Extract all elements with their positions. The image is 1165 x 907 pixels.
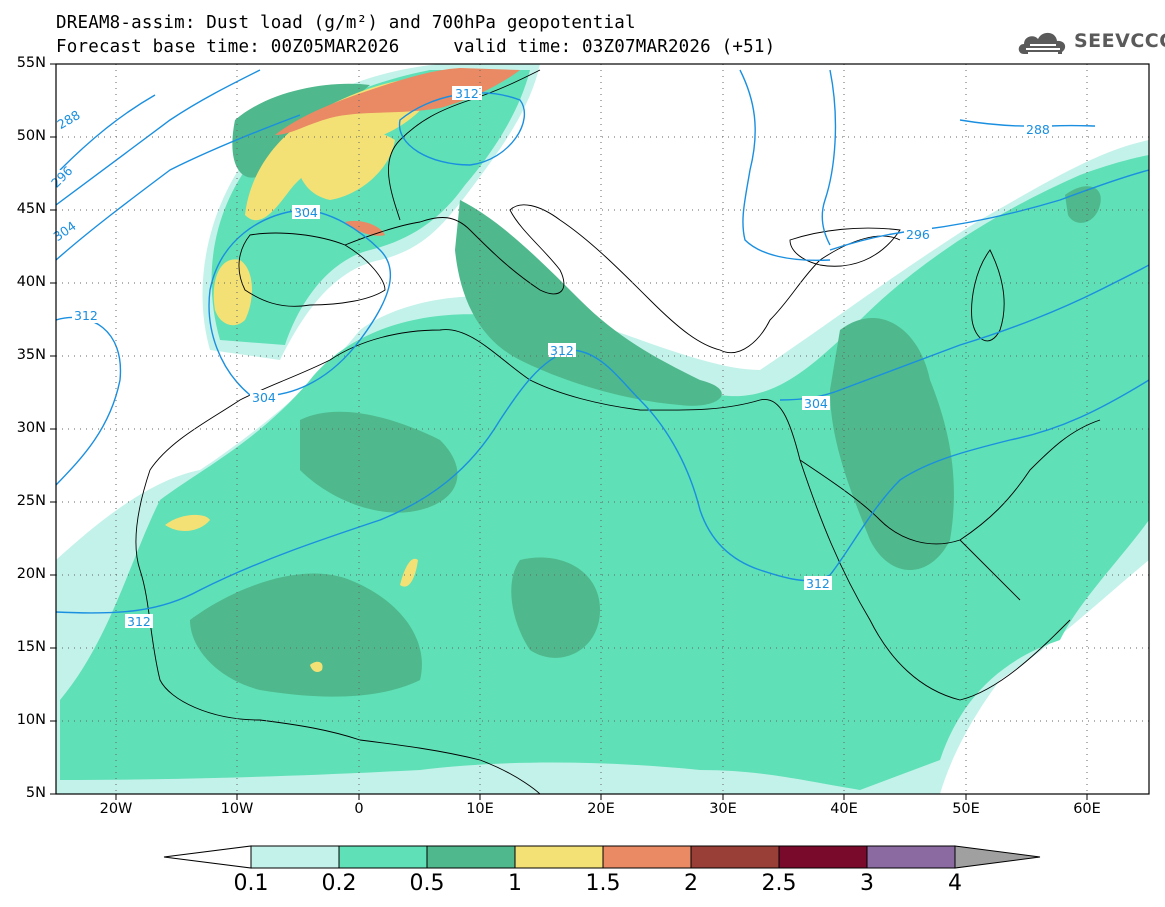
graticule <box>56 64 1149 794</box>
map-title: DREAM8-assim: Dust load (g/m²) and 700hP… <box>56 13 636 33</box>
coastlines <box>135 69 1101 794</box>
lat-label-50n: 50N <box>16 128 46 144</box>
colorbar-label-2.5: 2.5 <box>761 871 797 896</box>
colorbar-bin-4 <box>602 845 692 869</box>
colorbar-over-arrow <box>954 845 1041 869</box>
contour-label-304-west: 304 <box>51 218 79 244</box>
lat-label-25n: 25N <box>16 493 46 509</box>
lon-label-10w: 10W <box>220 801 254 817</box>
forecast-times: Forecast base time: 00Z05MAR2026 valid t… <box>56 37 776 57</box>
contour-label-288-east: 288 <box>1026 122 1050 137</box>
coastline-caspian <box>971 249 1005 342</box>
lat-label-15n: 15N <box>16 639 46 655</box>
lon-label-10e: 10E <box>466 801 494 817</box>
contour-296-vertical <box>739 69 831 262</box>
lat-label-55n: 55N <box>16 55 46 71</box>
contour-label-296-east: 296 <box>906 227 930 242</box>
lon-label-60e: 60E <box>1073 801 1101 817</box>
dust-level-0.5-d <box>830 318 954 570</box>
colorbar-label-1: 1 <box>508 871 522 896</box>
colorbar-bin-6 <box>778 845 868 869</box>
contour-label-304-levant: 304 <box>804 396 828 411</box>
dust-level-1-france <box>296 126 395 200</box>
contour-296-west <box>56 69 261 206</box>
lon-label-20w: 20W <box>99 801 133 817</box>
lat-label-45n: 45N <box>16 201 46 217</box>
contour-312-vertical <box>821 69 837 246</box>
lat-label-20n: 20N <box>16 566 46 582</box>
contour-label-312-west: 312 <box>74 308 98 323</box>
colorbar-under-arrow <box>163 845 252 869</box>
contour-296-east <box>829 169 1149 251</box>
colorbar-bin-3 <box>514 845 604 869</box>
contour-304-east <box>779 264 1149 401</box>
dust-level-1-sahel <box>310 661 323 673</box>
colorbar-bin-7 <box>866 845 956 869</box>
dust-level-1-sahara-a <box>165 514 210 532</box>
dust-level-0.5-a <box>300 411 458 513</box>
contour-label-304-iberia: 304 <box>294 205 318 220</box>
cloud-icon <box>1018 32 1066 54</box>
colorbar-label-0.5: 0.5 <box>409 871 445 896</box>
axis-ticks <box>50 63 1088 800</box>
coastline-iberia <box>238 232 386 307</box>
lon-label-30e: 30E <box>709 801 737 817</box>
colorbar-label-1.5: 1.5 <box>585 871 621 896</box>
lon-label-50e: 50E <box>952 801 980 817</box>
dust-level-0.5-c <box>511 557 600 658</box>
lat-label-5n: 5N <box>25 785 46 801</box>
lat-label-30n: 30N <box>16 420 46 436</box>
colorbar-bin-1 <box>338 845 428 869</box>
lon-label-40e: 40E <box>830 801 858 817</box>
colorbar-label-4: 4 <box>948 871 962 896</box>
colorbar-label-0.2: 0.2 <box>321 871 357 896</box>
dust-level-1.5-pyrenees <box>345 220 385 236</box>
dust-level-0.5-e <box>455 200 722 406</box>
logo-text: SEEVCCC <box>1074 30 1165 52</box>
colorbar-bin-5 <box>690 845 780 869</box>
contour-label-312-sahel: 312 <box>127 614 151 629</box>
contour-label-312-med: 312 <box>550 343 574 358</box>
contour-label-304-atlantic: 304 <box>252 390 276 405</box>
lat-label-35n: 35N <box>16 347 46 363</box>
coastline-africa <box>135 329 1071 794</box>
lat-label-10n: 10N <box>16 712 46 728</box>
dust-level-0.5-b <box>190 573 422 697</box>
contour-304-west <box>56 114 301 261</box>
seevccc-logo: SEEVCCC <box>1016 26 1165 60</box>
coastline-arabia <box>799 419 1101 601</box>
dust-level-1-iberia <box>213 259 252 326</box>
lat-label-40n: 40N <box>16 274 46 290</box>
dust-level-1-sahara-b <box>400 558 418 587</box>
contour-label-312-north: 312 <box>455 86 479 101</box>
colorbar-label-3: 3 <box>860 871 874 896</box>
contour-312-main <box>56 349 1149 614</box>
colorbar-bin-2 <box>426 845 516 869</box>
colorbar <box>163 845 1041 869</box>
lon-label-20e: 20E <box>587 801 615 817</box>
contour-304-main <box>208 209 392 397</box>
coastline-black-sea <box>789 227 901 267</box>
contour-label-296-west: 296 <box>48 163 76 191</box>
contour-label-312-redsea: 312 <box>806 576 830 591</box>
colorbar-label-0.1: 0.1 <box>233 871 269 896</box>
contour-288-west <box>59 94 156 171</box>
colorbar-bin-0 <box>250 845 340 869</box>
lon-label-0: 0 <box>354 801 364 817</box>
dust-level-1.5-north <box>275 68 520 135</box>
colorbar-label-2: 2 <box>684 871 698 896</box>
contour-312-west <box>56 316 122 486</box>
coastline-europe <box>344 69 901 354</box>
